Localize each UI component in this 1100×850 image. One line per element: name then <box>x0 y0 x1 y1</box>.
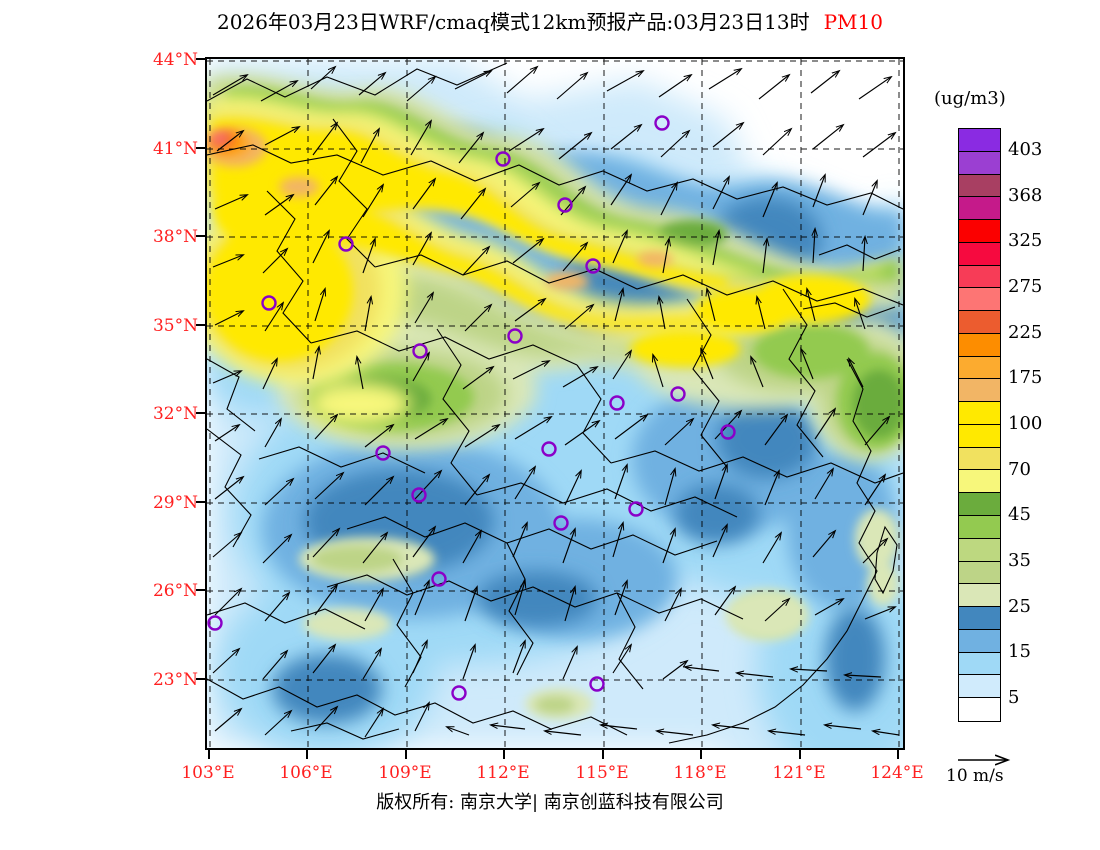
map-plot-area[interactable] <box>205 57 905 750</box>
colorbar-band-19 <box>959 561 1000 585</box>
colorbar-band-23 <box>959 652 1000 676</box>
lon-tick-106 <box>306 750 308 759</box>
colorbar-band-2 <box>959 174 1000 198</box>
colorbar-band-8 <box>959 311 1000 334</box>
lon-label-124: 124°E <box>870 763 924 783</box>
colorbar-band-13 <box>959 424 1000 448</box>
lon-label-112: 112°E <box>476 763 530 783</box>
title-main-text: 2026年03月23日WRF/cmaq模式12km预报产品:03月23日13时 <box>217 10 810 34</box>
colorbar-tick-403: 403 <box>1008 138 1043 160</box>
lat-tick-38 <box>196 235 205 237</box>
colorbar-units-label: (ug/m3) <box>934 88 1006 109</box>
lon-label-103: 103°E <box>181 763 235 783</box>
lon-label-106: 106°E <box>279 763 333 783</box>
colorbar-tick-15: 15 <box>1008 641 1031 663</box>
colorbar-band-10 <box>959 356 1000 380</box>
colorbar-band-7 <box>959 288 1000 312</box>
colorbar-band-16 <box>959 493 1000 517</box>
colorbar-band-18 <box>959 538 1000 562</box>
colorbar-tick-175: 175 <box>1008 367 1043 389</box>
colorbar-band-12 <box>959 402 1000 425</box>
colorbar-tick-45: 45 <box>1008 504 1031 526</box>
title-species-text: PM10 <box>823 10 883 34</box>
lat-label-32: 32°N <box>152 404 198 424</box>
colorbar-tick-5: 5 <box>1008 687 1020 709</box>
colorbar-band-6 <box>959 265 1000 289</box>
lon-label-115: 115°E <box>575 763 629 783</box>
lat-label-26: 26°N <box>152 581 198 601</box>
lat-tick-26 <box>196 589 205 591</box>
lon-tick-124 <box>897 750 899 759</box>
colorbar-band-9 <box>959 333 1000 357</box>
colorbar-band-15 <box>959 470 1000 494</box>
lon-tick-115 <box>602 750 604 759</box>
wind-vector-field <box>212 67 900 738</box>
colorbar-band-25 <box>959 698 1000 721</box>
lat-label-23: 23°N <box>152 670 198 690</box>
lon-label-118: 118°E <box>673 763 727 783</box>
lat-label-29: 29°N <box>152 493 198 513</box>
lon-tick-109 <box>405 750 407 759</box>
colorbar-band-22 <box>959 629 1000 653</box>
colorbar-band-11 <box>959 379 1000 403</box>
colorbar-tick-225: 225 <box>1008 321 1043 343</box>
lat-tick-41 <box>196 147 205 149</box>
lat-tick-44 <box>196 58 205 60</box>
wind-reference-vector <box>958 748 1076 796</box>
lat-tick-29 <box>196 501 205 503</box>
colorbar-tick-275: 275 <box>1008 275 1043 297</box>
lon-tick-103 <box>208 750 210 759</box>
colorbar-band-1 <box>959 151 1000 175</box>
colorbar-band-14 <box>959 447 1000 471</box>
colorbar-band-3 <box>959 197 1000 221</box>
station-markers <box>207 115 736 701</box>
colorbar-band-0 <box>959 129 1000 152</box>
colorbar-band-5 <box>959 242 1000 266</box>
wind-legend-label: 10 m/s <box>946 766 1004 786</box>
lon-tick-112 <box>503 750 505 759</box>
boundary-lines <box>207 62 903 744</box>
colorbar-band-4 <box>959 220 1000 243</box>
lat-label-35: 35°N <box>152 316 198 336</box>
lat-tick-23 <box>196 678 205 680</box>
colorbar-tick-368: 368 <box>1008 184 1043 206</box>
lat-label-44: 44°N <box>152 50 198 70</box>
lat-tick-32 <box>196 412 205 414</box>
lon-label-109: 109°E <box>378 763 432 783</box>
colorbar-tick-325: 325 <box>1008 230 1043 252</box>
colorbar-band-24 <box>959 675 1000 699</box>
colorbar-tick-25: 25 <box>1008 595 1031 617</box>
lat-tick-35 <box>196 324 205 326</box>
lon-label-121: 121°E <box>772 763 826 783</box>
colorbar-tick-100: 100 <box>1008 413 1043 434</box>
lat-label-38: 38°N <box>152 227 198 247</box>
colorbar-band-20 <box>959 584 1000 608</box>
colorbar-band-17 <box>959 516 1000 539</box>
colorbar[interactable] <box>958 128 1001 722</box>
colorbar-band-21 <box>959 607 1000 630</box>
colorbar-tick-35: 35 <box>1008 550 1031 572</box>
map-canvas <box>207 59 903 748</box>
lon-tick-118 <box>700 750 702 759</box>
copyright-footer: 版权所有: 南京大学| 南京创蓝科技有限公司 <box>376 792 724 813</box>
lon-tick-121 <box>799 750 801 759</box>
chart-title: 2026年03月23日WRF/cmaq模式12km预报产品:03月23日13时 P… <box>0 6 1100 35</box>
lat-label-41: 41°N <box>152 139 198 159</box>
colorbar-tick-70: 70 <box>1008 458 1031 480</box>
